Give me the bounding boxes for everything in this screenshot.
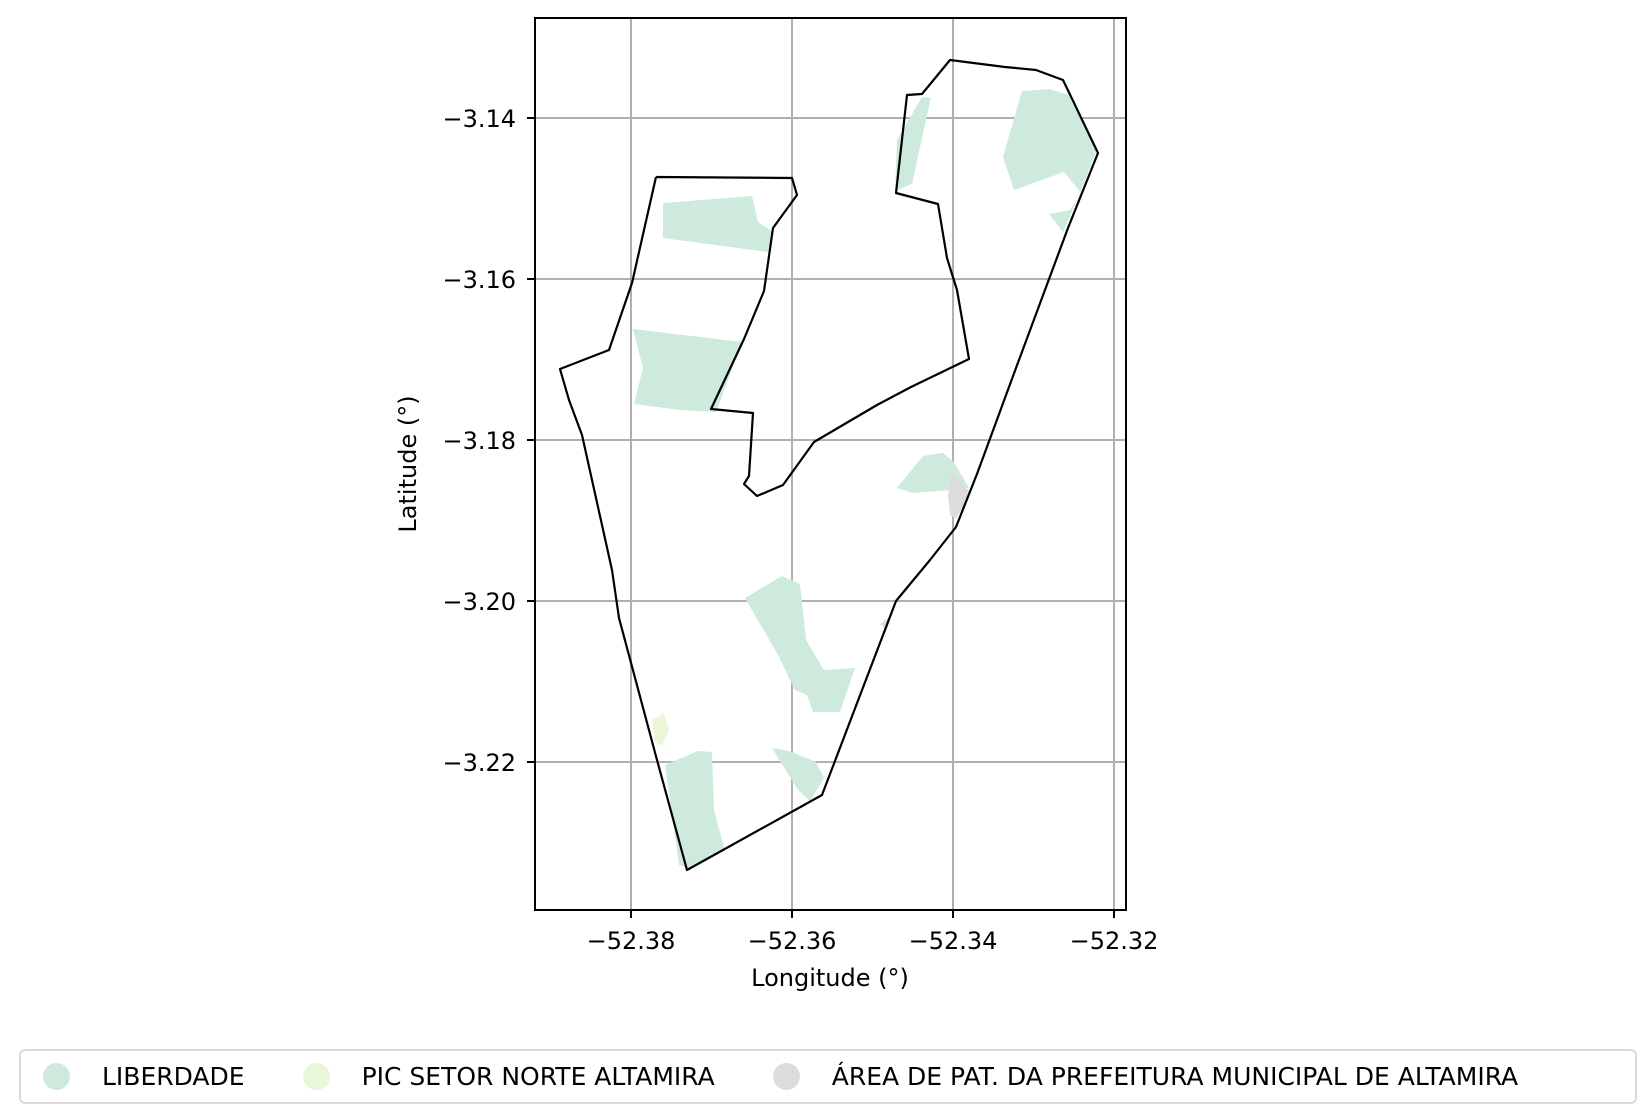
pic-setor-norte-area bbox=[652, 713, 669, 746]
y-tick-label: −3.18 bbox=[442, 427, 516, 455]
legend-label: LIBERDADE bbox=[102, 1062, 245, 1091]
legend-swatch-circle-icon bbox=[303, 1063, 330, 1090]
y-axis-title: Latitude (°) bbox=[394, 395, 422, 532]
area-pat-prefeitura-areas bbox=[948, 473, 969, 519]
y-tick-label: −3.22 bbox=[442, 749, 516, 777]
liberdade-areas bbox=[633, 89, 1097, 868]
legend-label: ÁREA DE PAT. DA PREFEITURA MUNICIPAL DE … bbox=[832, 1062, 1518, 1091]
tick-marks bbox=[527, 118, 1114, 918]
map-legend: LIBERDADE PIC SETOR NORTE ALTAMIRA ÁREA … bbox=[19, 1049, 1637, 1104]
x-tick-label: −52.34 bbox=[909, 927, 998, 955]
y-tick-label: −3.20 bbox=[442, 588, 516, 616]
x-tick-label: −52.38 bbox=[587, 927, 676, 955]
area-pat-prefeitura-area bbox=[948, 473, 969, 519]
y-tick-label: −3.14 bbox=[442, 105, 516, 133]
x-axis-title: Longitude (°) bbox=[751, 964, 909, 992]
legend-item-liberdade: LIBERDADE bbox=[43, 1062, 245, 1091]
legend-swatch-circle-icon bbox=[773, 1063, 800, 1090]
liberdade-area bbox=[1003, 89, 1097, 232]
legend-item-pic-setor-norte: PIC SETOR NORTE ALTAMIRA bbox=[303, 1062, 715, 1091]
legend-swatch-circle-icon bbox=[43, 1063, 70, 1090]
legend-item-area-pat-prefeitura: ÁREA DE PAT. DA PREFEITURA MUNICIPAL DE … bbox=[773, 1062, 1518, 1091]
liberdade-area bbox=[772, 748, 824, 801]
pic-setor-norte-areas bbox=[652, 713, 669, 746]
legend-label: PIC SETOR NORTE ALTAMIRA bbox=[362, 1062, 715, 1091]
liberdade-area bbox=[663, 196, 773, 252]
x-tick-label: −52.32 bbox=[1070, 927, 1159, 955]
y-tick-label: −3.16 bbox=[442, 266, 516, 294]
x-tick-label: −52.36 bbox=[748, 927, 837, 955]
liberdade-area bbox=[745, 576, 855, 712]
liberdade-area bbox=[633, 329, 742, 412]
map-figure: −52.38 −52.36 −52.34 −52.32 −3.14 −3.16 … bbox=[0, 0, 1652, 1040]
liberdade-area bbox=[665, 751, 724, 868]
